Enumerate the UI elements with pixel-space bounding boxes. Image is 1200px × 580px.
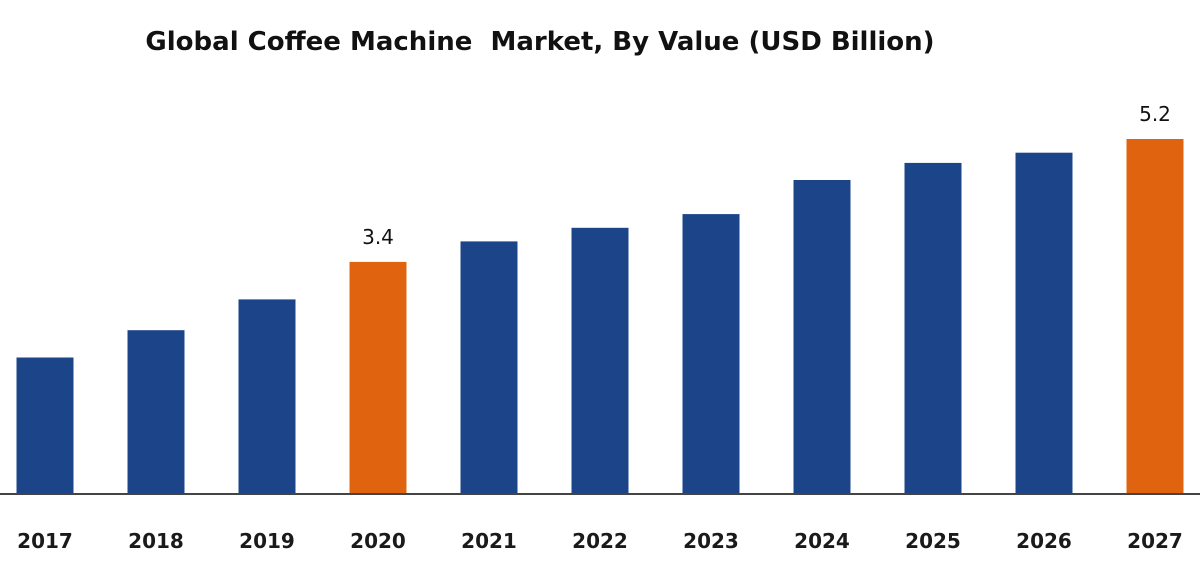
bar-2022: [571, 227, 629, 495]
data-label-2020: 3.4: [362, 225, 394, 249]
bar-2018: [127, 330, 185, 494]
x-tick-label-2020: 2020: [350, 529, 406, 553]
x-tick-label-2017: 2017: [17, 529, 73, 553]
x-tick-label-2021: 2021: [461, 529, 517, 553]
chart-title: Global Coffee Machine Market, By Value (…: [145, 27, 934, 57]
data-label-2027: 5.2: [1139, 102, 1171, 126]
data-labels: 3.4 5.2: [362, 102, 1171, 249]
x-tick-label-2018: 2018: [128, 529, 184, 553]
bar-2020: [349, 261, 407, 494]
bar-2017: [16, 357, 74, 494]
bar-2024: [793, 180, 851, 494]
x-tick-label-2027: 2027: [1127, 529, 1183, 553]
bar-2026: [1015, 152, 1073, 494]
x-tick-labels: 2017 2018 2019 2020 2021 2022 2023 2024 2025 2026…: [17, 529, 1183, 553]
x-tick-label-2022: 2022: [572, 529, 628, 553]
bar-2027: [1126, 139, 1184, 494]
bar-2019: [238, 299, 296, 494]
bars-group: [16, 139, 1184, 495]
x-tick-label-2024: 2024: [794, 529, 850, 553]
x-tick-label-2019: 2019: [239, 529, 295, 553]
x-tick-label-2023: 2023: [683, 529, 739, 553]
x-tick-label-2026: 2026: [1016, 529, 1072, 553]
bar-2023: [682, 214, 740, 494]
bar-2025: [904, 162, 962, 494]
bar-2021: [460, 241, 518, 494]
x-tick-label-2025: 2025: [905, 529, 961, 553]
